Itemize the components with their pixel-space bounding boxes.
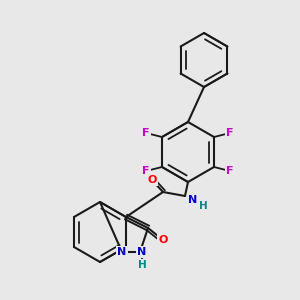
Text: F: F [226,128,234,138]
Text: O: O [147,175,157,185]
Text: H: H [199,201,207,211]
Text: O: O [158,235,168,245]
Text: N: N [137,247,147,257]
Text: N: N [188,195,198,205]
Text: F: F [226,166,234,176]
Text: F: F [142,128,150,138]
Text: N: N [117,247,127,257]
Text: F: F [142,166,150,176]
Text: H: H [138,260,146,270]
